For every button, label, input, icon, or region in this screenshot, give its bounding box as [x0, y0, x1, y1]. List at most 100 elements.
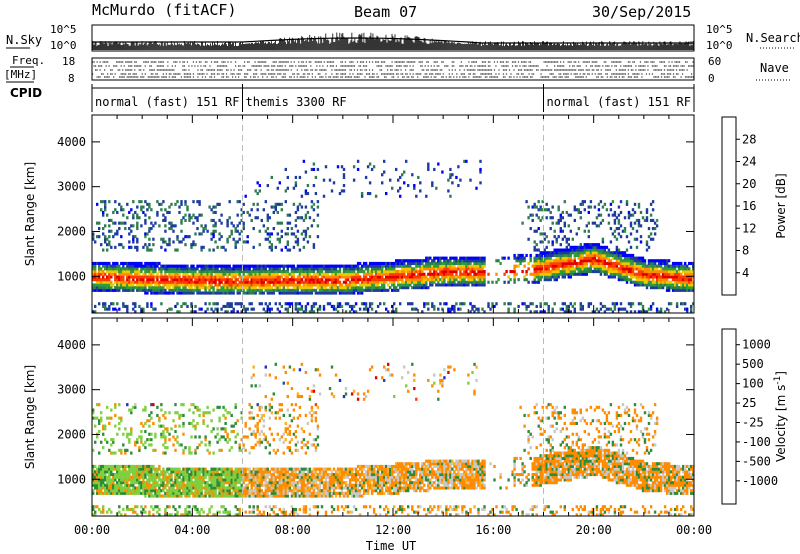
heatmap-cell [142, 264, 145, 268]
heatmap-cell [156, 280, 159, 284]
heatmap-cell [266, 270, 269, 274]
heatmap-cell [224, 283, 227, 287]
heatmap-cell [312, 218, 316, 222]
heatmap-cell [116, 270, 119, 274]
heatmap-cell [557, 208, 560, 212]
heatmap-cell [326, 264, 330, 268]
heatmap-cell [521, 259, 524, 263]
heatmap-cell [395, 275, 398, 279]
heatmap-cell [238, 302, 241, 306]
heatmap-cell [324, 291, 328, 295]
heatmap-cell [290, 283, 294, 287]
heatmap-cell [437, 256, 440, 260]
heatmap-cell [152, 243, 155, 247]
heatmap-cell [537, 278, 540, 282]
heatmap-cell [389, 280, 392, 284]
heatmap-cell [475, 280, 478, 284]
heatmap-cell [415, 261, 418, 265]
heatmap-cell [252, 275, 255, 279]
heatmap-cell [387, 272, 390, 276]
heatmap-cell [194, 216, 197, 220]
heatmap-cell [150, 248, 153, 252]
heatmap-cell [453, 259, 456, 263]
heatmap-cell [332, 288, 336, 292]
heatmap-cell [372, 278, 376, 282]
heatmap-cell [260, 264, 263, 268]
heatmap-cell [222, 288, 225, 292]
heatmap-cell [537, 227, 540, 231]
heatmap-cell [190, 280, 193, 284]
heatmap-cell [391, 310, 394, 314]
heatmap-cell [461, 275, 464, 279]
heatmap-cell [336, 165, 340, 169]
heatmap-cell [146, 232, 149, 236]
heatmap-cell [549, 272, 552, 276]
heatmap-cell [314, 302, 318, 306]
heatmap-cell [553, 229, 556, 233]
heatmap-cell [549, 251, 552, 255]
heatmap-cell [477, 259, 480, 263]
heatmap-cell [104, 202, 107, 206]
heatmap-cell [238, 272, 241, 276]
heatmap-cell [413, 280, 416, 284]
heatmap-cell [413, 275, 416, 279]
heatmap-cell [507, 307, 510, 311]
heatmap-cell [108, 272, 111, 276]
heatmap-cell [98, 278, 101, 282]
heatmap-cell [156, 291, 159, 295]
heatmap-cell [164, 248, 167, 252]
heatmap-cell [116, 267, 119, 271]
heatmap-cell [112, 288, 115, 292]
heatmap-cell [459, 272, 462, 276]
heatmap-cell [232, 272, 235, 276]
heatmap-cell [182, 264, 185, 268]
heatmap-cell [228, 216, 231, 220]
heatmap-cell [537, 275, 540, 279]
heatmap-cell [391, 304, 394, 308]
heatmap-cell [537, 248, 540, 252]
heatmap-cell [150, 261, 153, 265]
heatmap-cell [194, 286, 197, 290]
heatmap-cell [214, 205, 217, 209]
heatmap-cell [366, 286, 370, 290]
heatmap-cell [176, 270, 179, 274]
heatmap-cell [266, 278, 269, 282]
heatmap-cell [168, 286, 171, 290]
heatmap-cell [252, 288, 255, 292]
heatmap-cell [98, 286, 101, 290]
heatmap-cell [264, 275, 267, 279]
heatmap-cell [533, 240, 536, 244]
heatmap-cell [286, 227, 289, 231]
heatmap-cell [338, 283, 342, 287]
heatmap-cell [469, 259, 472, 263]
heatmap-cell [100, 280, 103, 284]
heatmap-cell [326, 302, 330, 306]
heatmap-cell [102, 270, 105, 274]
heatmap-cell [294, 288, 298, 292]
heatmap-cell [130, 275, 133, 279]
heatmap-cell [304, 304, 308, 308]
heatmap-cell [268, 283, 271, 287]
heatmap-cell [565, 253, 568, 257]
heatmap-cell [148, 286, 151, 290]
heatmap-cell [224, 264, 227, 268]
heatmap-cell [411, 267, 414, 271]
heatmap-cell [230, 310, 233, 314]
heatmap-cell [395, 278, 398, 282]
heatmap-cell [160, 202, 163, 206]
heatmap-cell [240, 218, 243, 222]
heatmap-cell [272, 264, 275, 268]
heatmap-cell [395, 270, 398, 274]
heatmap-cell [352, 165, 356, 169]
heatmap-cell [92, 264, 95, 268]
heatmap-cell [180, 291, 183, 295]
cpid-segment-label: themis 3300 RF [246, 95, 347, 109]
heatmap-cell [154, 267, 157, 271]
heatmap-cell [326, 283, 330, 287]
heatmap-cell [164, 218, 167, 222]
heatmap-cell [417, 283, 420, 287]
heatmap-cell [276, 288, 279, 292]
heatmap-cell [122, 288, 125, 292]
heatmap-cell [417, 275, 420, 279]
heatmap-cell [403, 270, 406, 274]
